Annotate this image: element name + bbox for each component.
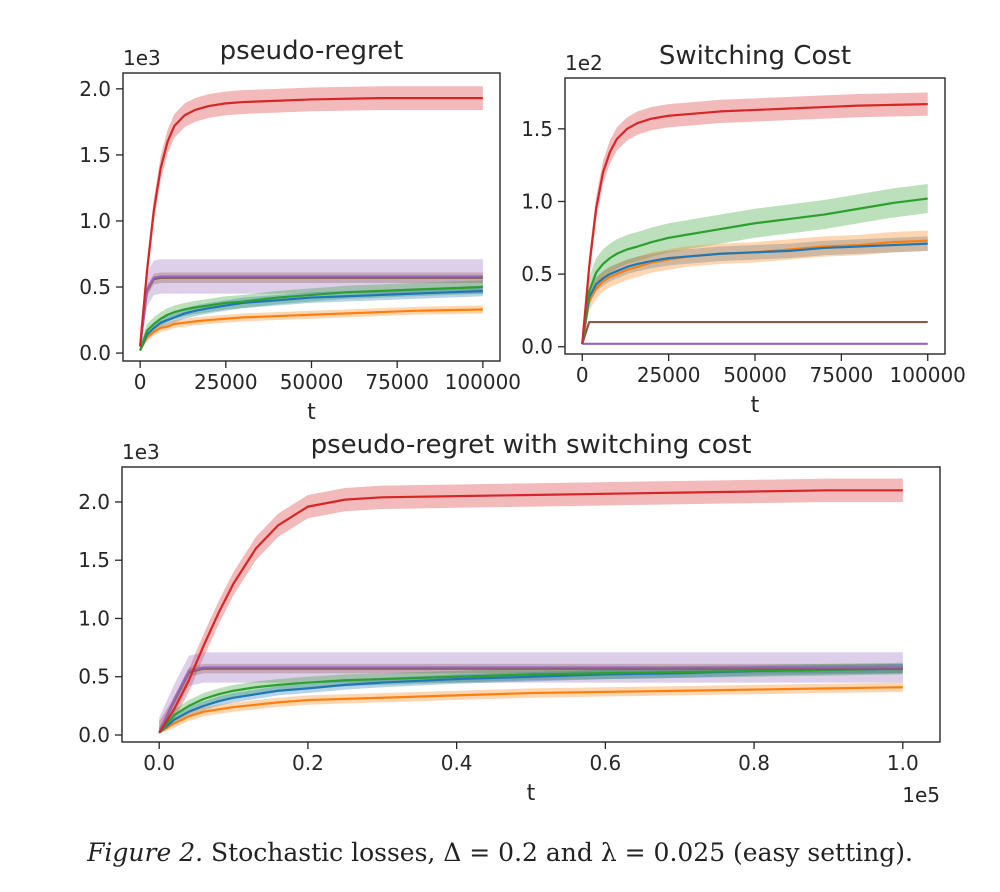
y-offset-label: 1e2 — [565, 51, 603, 75]
series-line-purple — [139, 275, 483, 347]
y-tick-label: 0.5 — [79, 275, 111, 299]
series-band-brown — [159, 663, 903, 734]
plot-area — [139, 86, 483, 352]
series-line-red — [158, 489, 903, 734]
x-tick-label: 50000 — [723, 363, 787, 387]
x-tick-label: 0.0 — [143, 751, 175, 775]
y-tick-label: 0.5 — [521, 262, 553, 286]
axes-frame — [564, 77, 946, 355]
x-tick-label: 0.8 — [738, 751, 770, 775]
series-band-blue — [582, 236, 928, 345]
series-line-orange — [581, 239, 928, 345]
x-axis-label: t — [527, 781, 536, 806]
panel-pseudo-regret-switching: 0.0 0.2 0.4 0.6 0.8 1.0 0.0 0.5 1.0 1.5 2.0 pseudo-… — [78, 430, 941, 807]
y-tick-label: 2.0 — [78, 490, 110, 514]
series-line-green — [139, 285, 483, 351]
y-tick-label: 1.0 — [78, 606, 110, 630]
series-band-purple — [140, 259, 483, 350]
x-tick-label: 75000 — [810, 363, 874, 387]
x-tick-label: 50000 — [280, 370, 344, 394]
chart-title: pseudo-regret — [220, 36, 404, 66]
series-line-blue — [139, 289, 483, 351]
y-tick-label: 1.5 — [79, 143, 111, 167]
x-offset-label: 1e5 — [902, 783, 940, 807]
x-tick-label: 75000 — [365, 370, 429, 394]
x-tick-label: 0 — [576, 363, 589, 387]
series-band-green — [582, 184, 928, 345]
x-axis-label: t — [307, 400, 316, 425]
y-tick-label: 0.0 — [521, 335, 553, 359]
x-tick-label: 100000 — [890, 363, 966, 387]
plot-area — [158, 478, 903, 734]
plot-area — [581, 92, 928, 345]
series-line-brown — [581, 320, 928, 345]
series-band-brown — [140, 272, 483, 350]
figure-caption: Figure 2. Stochastic losses, Δ = 0.2 and… — [0, 838, 1000, 867]
y-tick-label: 1.0 — [521, 189, 553, 213]
x-tick-label: 25000 — [637, 363, 701, 387]
x-tick-label: 25000 — [194, 370, 258, 394]
y-offset-label: 1e3 — [123, 46, 161, 70]
x-tick-label: 0.2 — [292, 751, 324, 775]
series-line-brown — [158, 667, 903, 734]
axes-frame — [121, 466, 941, 743]
series-band-green — [140, 280, 483, 352]
y-tick-label: 1.5 — [78, 548, 110, 572]
chart-title: Switching Cost — [659, 41, 851, 71]
y-tick-label: 0.0 — [78, 723, 110, 747]
chart-title: pseudo-regret with switching cost — [311, 430, 752, 460]
series-band-orange — [140, 305, 483, 352]
series-band-orange — [159, 682, 903, 734]
figure-canvas: 0 25000 50000 75000 1000000.00.51.01.52.0pse… — [78, 36, 966, 807]
x-axis-label: t — [751, 393, 760, 418]
series-line-green — [158, 667, 903, 734]
y-tick-label: 1.0 — [79, 209, 111, 233]
x-tick-label: 0 — [134, 370, 147, 394]
series-line-green — [581, 197, 928, 344]
series-line-red — [139, 97, 483, 347]
series-line-blue — [581, 242, 928, 344]
y-tick-label: 0.5 — [78, 665, 110, 689]
x-tick-label: 0.6 — [589, 751, 621, 775]
series-line-red — [581, 103, 928, 344]
series-line-brown — [139, 276, 483, 347]
y-tick-label: 1.5 — [521, 117, 553, 141]
y-tick-label: 2.0 — [79, 77, 111, 101]
panel-switching-cost: 0 25000 50000 75000 100000 0.0 0.5 1.0 1.5 Switch… — [521, 41, 966, 418]
series-band-blue — [159, 663, 903, 734]
caption-figure-label: Figure 2. — [87, 838, 204, 867]
series-line-purple — [158, 666, 903, 734]
y-offset-label: 1e3 — [122, 440, 160, 464]
caption-text: Stochastic losses, Δ = 0.2 and λ = 0.025… — [211, 838, 913, 867]
x-tick-label: 1.0 — [887, 751, 919, 775]
y-tick-label: 0.0 — [79, 341, 111, 365]
panel-pseudo-regret: 0 25000 50000 75000 100000 0.0 0.5 1.0 1.5 2.0 pse… — [79, 36, 521, 425]
x-tick-label: 100000 — [445, 370, 521, 394]
series-line-orange — [158, 686, 903, 734]
series-line-orange — [139, 308, 483, 351]
x-tick-label: 0.4 — [441, 751, 473, 775]
